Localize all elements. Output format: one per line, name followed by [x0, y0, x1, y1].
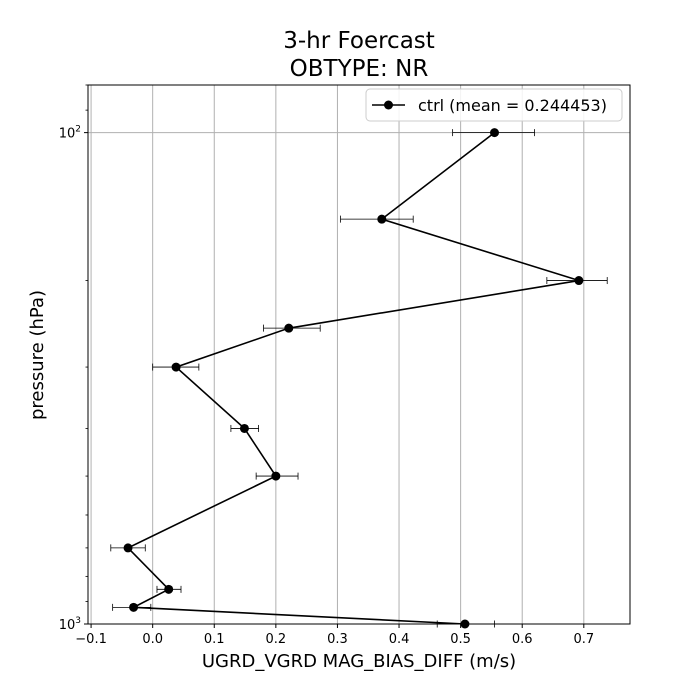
x-tick-label: 0.0	[142, 632, 163, 647]
legend-box	[365, 88, 623, 122]
data-point-marker	[284, 323, 294, 333]
legend-marker	[384, 100, 393, 110]
x-tick-label: 0.5	[450, 632, 471, 647]
y-tick-label: 103	[59, 616, 81, 633]
data-point-marker	[123, 543, 133, 553]
data-point-marker	[129, 602, 139, 612]
data-point-marker	[239, 423, 249, 433]
data-point-marker	[271, 471, 281, 481]
data-point-marker	[574, 276, 584, 286]
x-tick-label: 0.6	[512, 632, 533, 647]
data-point-marker	[377, 214, 387, 224]
x-tick-label: 0.1	[204, 632, 225, 647]
x-axis-label: UGRD_VGRD MAG_BIAS_DIFF (m/s)	[202, 651, 516, 672]
legend: ctrl (mean = 0.244453)	[365, 88, 623, 122]
data-point-marker	[164, 584, 174, 594]
legend-entry-label: ctrl (mean = 0.244453)	[418, 96, 607, 115]
data-point-marker	[171, 362, 181, 372]
chart-title: 3-hr Foercast	[283, 28, 435, 54]
x-tick-label: −0.1	[75, 632, 107, 647]
y-axis-ticks: 102 103	[59, 84, 88, 633]
y-tick-label: 102	[59, 125, 81, 142]
plot-area-frame	[87, 84, 631, 625]
x-tick-label: 0.3	[327, 632, 348, 647]
data-point-marker	[490, 128, 499, 138]
x-tick-label: 0.4	[389, 632, 410, 647]
x-tick-label: 0.2	[266, 632, 287, 647]
y-axis-label: pressure (hPa)	[27, 290, 48, 420]
x-axis-ticks: −0.1 0.0 0.1 0.2 0.3 0.4 0.5 0.6 0.7	[75, 624, 594, 647]
x-tick-label: 0.7	[573, 632, 594, 647]
chart-subtitle: OBTYPE: NR	[290, 56, 429, 82]
